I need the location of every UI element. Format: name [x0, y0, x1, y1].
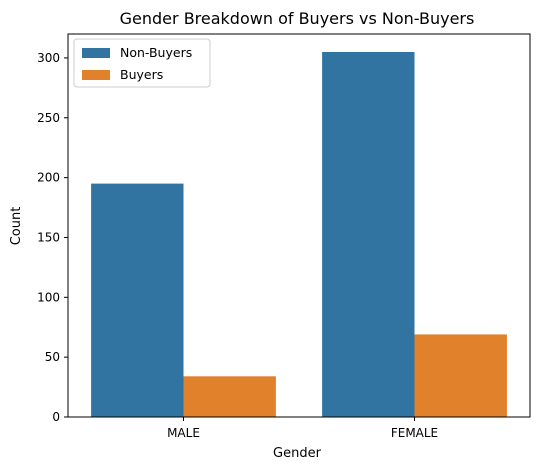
legend-swatch	[82, 48, 110, 58]
y-tick-label: 100	[37, 290, 60, 304]
bar-buyers-male	[183, 376, 276, 417]
y-tick-label: 200	[37, 171, 60, 185]
axes: 0 50 100 150 200 250 300 MALE FEMALE	[37, 51, 438, 440]
legend-label: Non-Buyers	[120, 45, 192, 60]
y-axis-label: Count	[9, 207, 24, 246]
legend: Non-Buyers Buyers	[73, 38, 211, 88]
legend-swatch	[82, 70, 110, 80]
y-tick-label: 150	[37, 230, 60, 244]
bar-non-buyers-male	[91, 183, 184, 417]
y-tick-label: 300	[37, 51, 60, 65]
x-tick-label: FEMALE	[391, 426, 438, 440]
legend-label: Buyers	[120, 67, 163, 82]
x-tick-label: MALE	[167, 426, 200, 440]
y-tick-label: 0	[52, 410, 60, 424]
y-tick-label: 250	[37, 111, 60, 125]
bar-buyers-female	[414, 334, 507, 417]
plot-area	[91, 51, 507, 417]
bar-non-buyers-female	[322, 51, 415, 417]
y-tick-label: 50	[45, 350, 60, 364]
chart-title: Gender Breakdown of Buyers vs Non-Buyers	[120, 9, 475, 28]
plot-frame	[67, 33, 531, 418]
x-axis-label: Gender	[273, 446, 322, 461]
